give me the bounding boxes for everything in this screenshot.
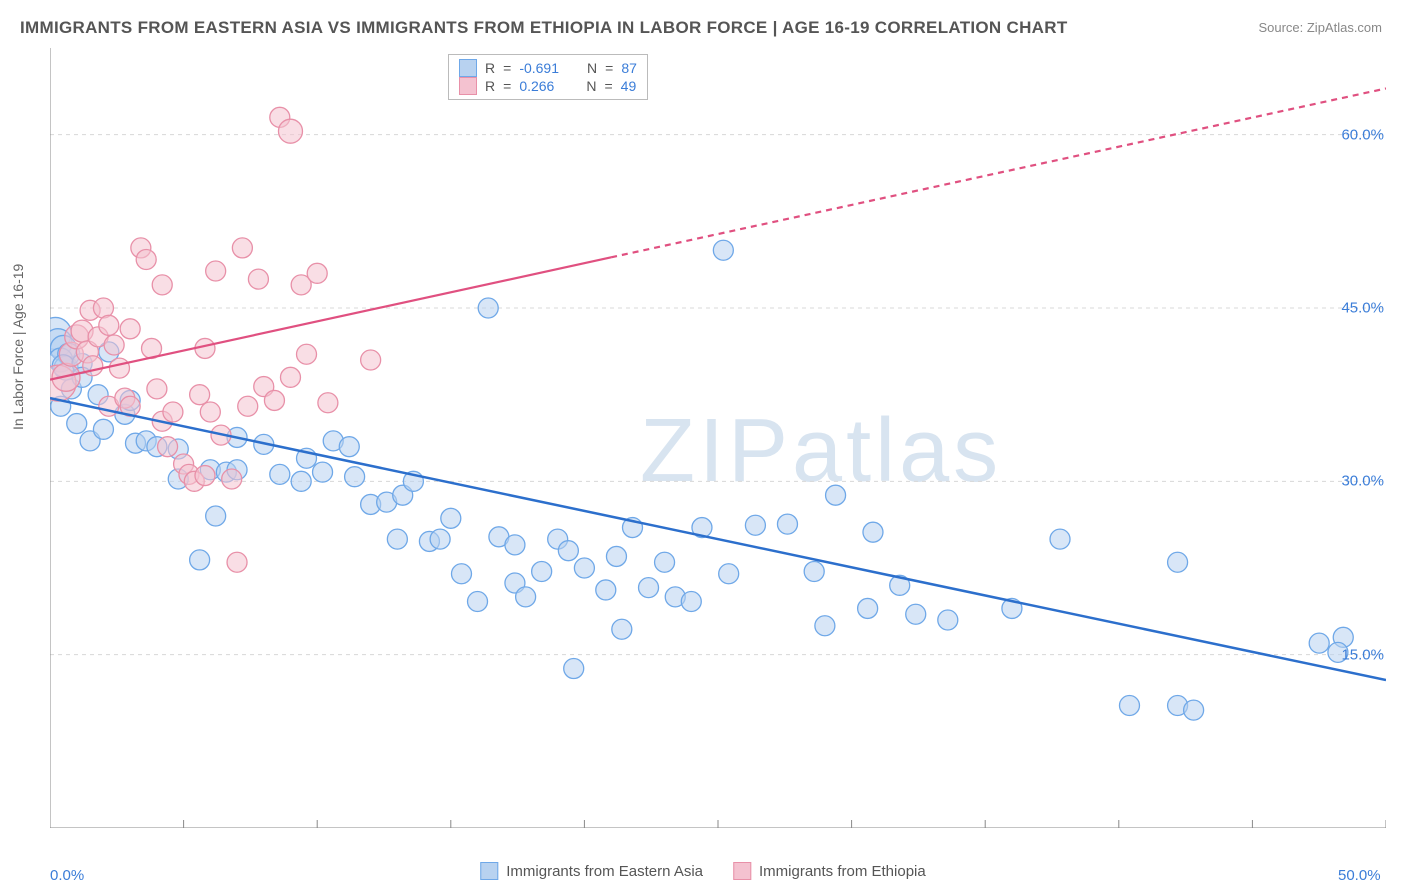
y-tick-label: 30.0% xyxy=(1341,473,1384,490)
legend-n-pink: 49 xyxy=(621,78,637,94)
legend-n-blue: 87 xyxy=(621,60,637,76)
legend-swatch-blue xyxy=(459,59,477,77)
source-prefix: Source: xyxy=(1258,20,1306,35)
legend-r-label: R xyxy=(485,78,495,94)
legend-r-blue: -0.691 xyxy=(519,60,559,76)
x-tick-label: 50.0% xyxy=(1338,867,1381,884)
y-axis-label: In Labor Force | Age 16-19 xyxy=(10,264,26,430)
legend-r-pink: 0.266 xyxy=(519,78,554,94)
y-tick-label: 60.0% xyxy=(1341,126,1384,143)
x-tick-label: 0.0% xyxy=(50,867,84,884)
chart-canvas xyxy=(50,48,1386,828)
legend-n-label: N xyxy=(586,78,596,94)
series-legend: Immigrants from Eastern Asia Immigrants f… xyxy=(480,862,925,880)
y-tick-label: 45.0% xyxy=(1341,300,1384,317)
correlation-legend-box: R = -0.691 N = 87 R = 0.266 N = 49 xyxy=(448,54,648,100)
series-swatch xyxy=(480,862,498,880)
series-label: Immigrants from Ethiopia xyxy=(759,863,926,880)
legend-n-label: N xyxy=(587,60,597,76)
series-swatch xyxy=(733,862,751,880)
chart-title: IMMIGRANTS FROM EASTERN ASIA VS IMMIGRAN… xyxy=(20,18,1068,38)
series-label: Immigrants from Eastern Asia xyxy=(506,863,703,880)
legend-row-pink: R = 0.266 N = 49 xyxy=(459,77,637,95)
legend-swatch-pink xyxy=(459,77,477,95)
series-legend-item: Immigrants from Eastern Asia xyxy=(480,862,703,880)
legend-eq: = xyxy=(605,60,613,76)
legend-eq: = xyxy=(503,60,511,76)
y-tick-label: 15.0% xyxy=(1341,646,1384,663)
series-legend-item: Immigrants from Ethiopia xyxy=(733,862,926,880)
legend-eq: = xyxy=(503,78,511,94)
legend-row-blue: R = -0.691 N = 87 xyxy=(459,59,637,77)
legend-eq: = xyxy=(604,78,612,94)
legend-r-label: R xyxy=(485,60,495,76)
source-link[interactable]: ZipAtlas.com xyxy=(1307,20,1382,35)
source-attribution: Source: ZipAtlas.com xyxy=(1258,20,1382,35)
